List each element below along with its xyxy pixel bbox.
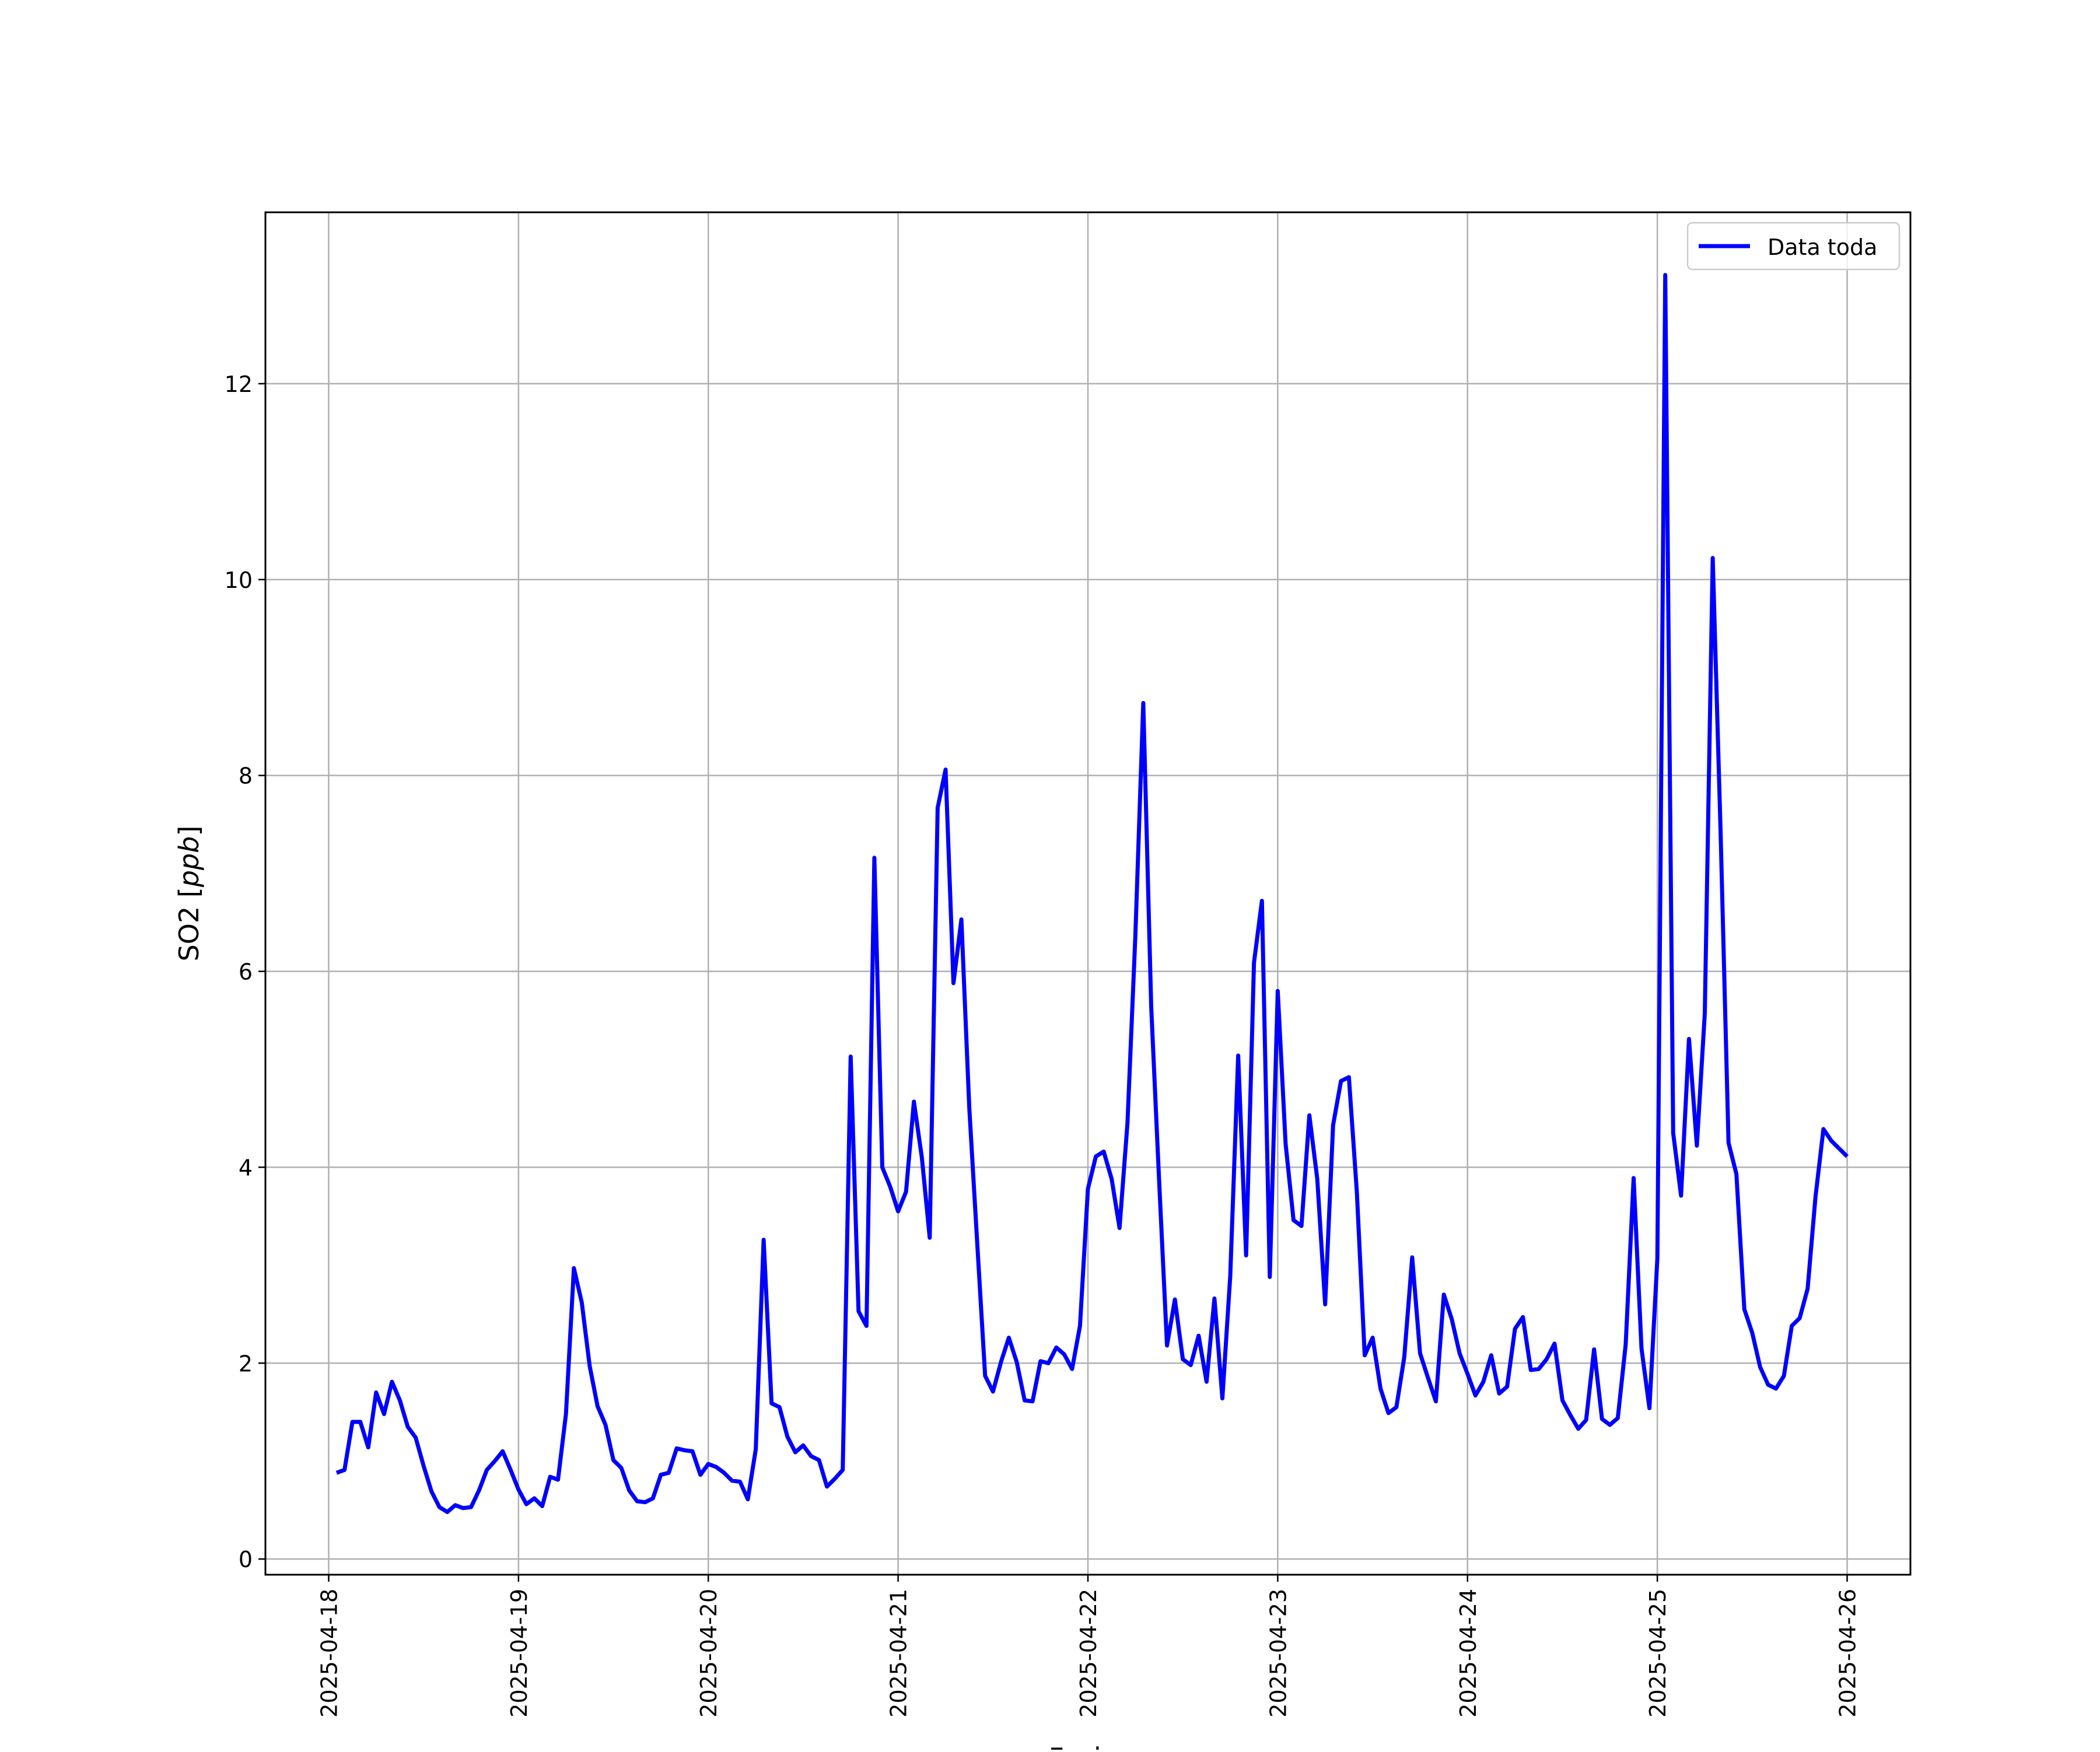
y-tick-label: 6 [239, 959, 253, 985]
x-tick-label: 2025-04-19 [506, 1589, 532, 1718]
y-tick-label: 12 [225, 372, 253, 397]
legend: Data toda [1686, 222, 1901, 271]
x-tick-label: 2025-04-21 [886, 1589, 912, 1718]
x-tick-label: 2025-04-22 [1076, 1589, 1101, 1718]
x-axis-label: Fecha [1049, 1742, 1128, 1750]
y-tick-label: 0 [239, 1547, 253, 1572]
y-tick-label: 10 [225, 567, 253, 593]
x-tick-label: 2025-04-25 [1645, 1589, 1671, 1718]
x-tick-label: 2025-04-24 [1455, 1589, 1481, 1718]
x-tick-label: 2025-04-26 [1835, 1589, 1861, 1718]
y-tick-label: 2 [239, 1351, 253, 1376]
legend-label: Data toda [1768, 234, 1877, 260]
x-tick-label: 2025-04-20 [696, 1589, 722, 1718]
y-tick-label: 4 [239, 1155, 253, 1180]
x-tick-label: 2025-04-18 [316, 1589, 342, 1718]
x-tick-label: 2025-04-23 [1265, 1589, 1291, 1718]
y-tick-label: 8 [239, 763, 253, 789]
legend-frame [1686, 222, 1901, 271]
y-axis-label: SO2 [ppb] [173, 826, 205, 962]
series-line-data-toda [335, 273, 1849, 1514]
